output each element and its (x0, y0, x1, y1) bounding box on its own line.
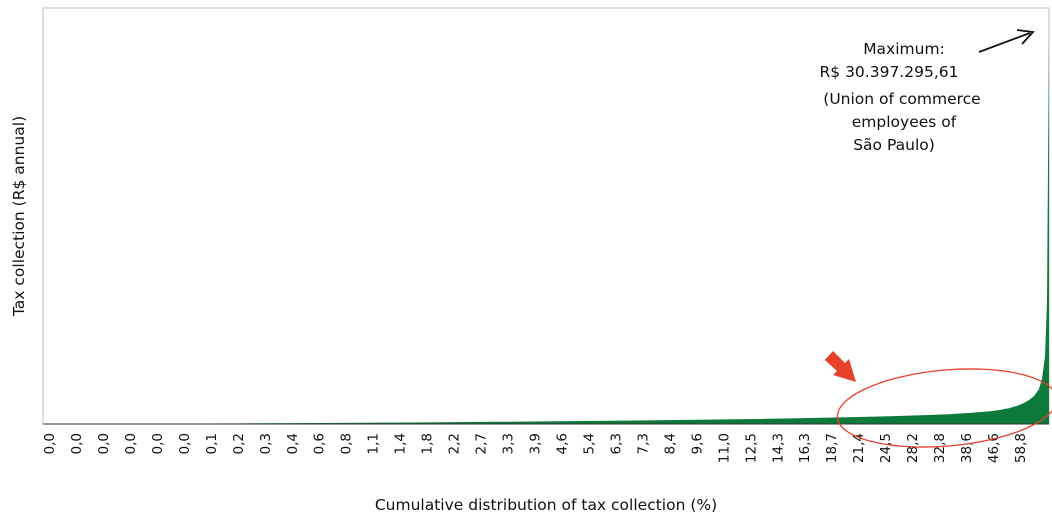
max-annotation-line-2: R$ 30.397.295,61 (820, 63, 959, 81)
x-tick-label: 12,5 (743, 433, 759, 463)
x-tick-label: 38,6 (959, 433, 975, 463)
x-tick-label: 24,5 (878, 433, 894, 463)
x-tick-label: 28,2 (905, 433, 921, 463)
x-tick-labels: 0,0 0,0 0,0 0,0 0,0 0,0 0,1 0,2 0,3 0,4 0,6 0,8 1,1 1… (42, 433, 1029, 463)
x-tick-label: 7,3 (635, 433, 651, 454)
x-tick-label: 0,0 (42, 433, 58, 454)
x-tick-label: 58,8 (1013, 433, 1029, 463)
x-tick-label: 8,4 (662, 433, 678, 454)
x-tick-label: 18,7 (824, 433, 840, 463)
x-tick-label: 0,4 (285, 433, 301, 454)
x-tick-label: 9,6 (689, 433, 705, 454)
x-axis-title: Cumulative distribution of tax collectio… (375, 496, 717, 514)
max-annotation-line-4: employees of (852, 113, 957, 131)
x-tick-label: 0,0 (69, 433, 85, 454)
x-tick-label: 0,2 (231, 433, 247, 454)
x-tick-label: 0,3 (258, 433, 274, 454)
x-tick-label: 0,0 (96, 433, 112, 454)
x-tick-label: 2,7 (474, 433, 490, 454)
x-tick-label: 1,1 (366, 433, 382, 454)
x-tick-label: 0,1 (204, 433, 220, 454)
x-tick-label: 0,6 (312, 433, 328, 454)
max-annotation-line-3: (Union of commerce (823, 90, 980, 108)
y-axis-title: Tax collection (R$ annual) (10, 116, 28, 317)
x-tick-label: 3,9 (528, 433, 544, 454)
max-annotation-line-5: São Paulo) (853, 136, 935, 154)
x-tick-label: 2,2 (447, 433, 463, 454)
x-tick-label: 0,0 (123, 433, 139, 454)
x-tick-label: 32,8 (932, 433, 948, 463)
x-tick-label: 0,0 (177, 433, 193, 454)
x-tick-label: 21,4 (851, 433, 867, 463)
x-tick-label: 0,8 (339, 433, 355, 454)
x-tick-label: 4,6 (555, 433, 571, 454)
max-annotation-line-1: Maximum: (863, 40, 945, 58)
x-tick-label: 5,4 (581, 433, 597, 454)
x-tick-label: 1,8 (420, 433, 436, 454)
x-tick-label: 6,3 (608, 433, 624, 454)
x-tick-label: 16,3 (797, 433, 813, 463)
x-tick-label: 14,3 (770, 433, 786, 463)
x-tick-label: 11,0 (716, 433, 732, 463)
x-tick-label: 0,0 (150, 433, 166, 454)
x-tick-label: 1,4 (393, 433, 409, 454)
red-pointer-arrow-icon (821, 351, 856, 382)
x-tick-label: 3,3 (501, 433, 517, 454)
arrow-icon (978, 29, 1035, 53)
maximum-annotation: Maximum: R$ 30.397.295,61 (Union of comm… (820, 40, 981, 154)
highlight-ellipse (836, 368, 1052, 448)
